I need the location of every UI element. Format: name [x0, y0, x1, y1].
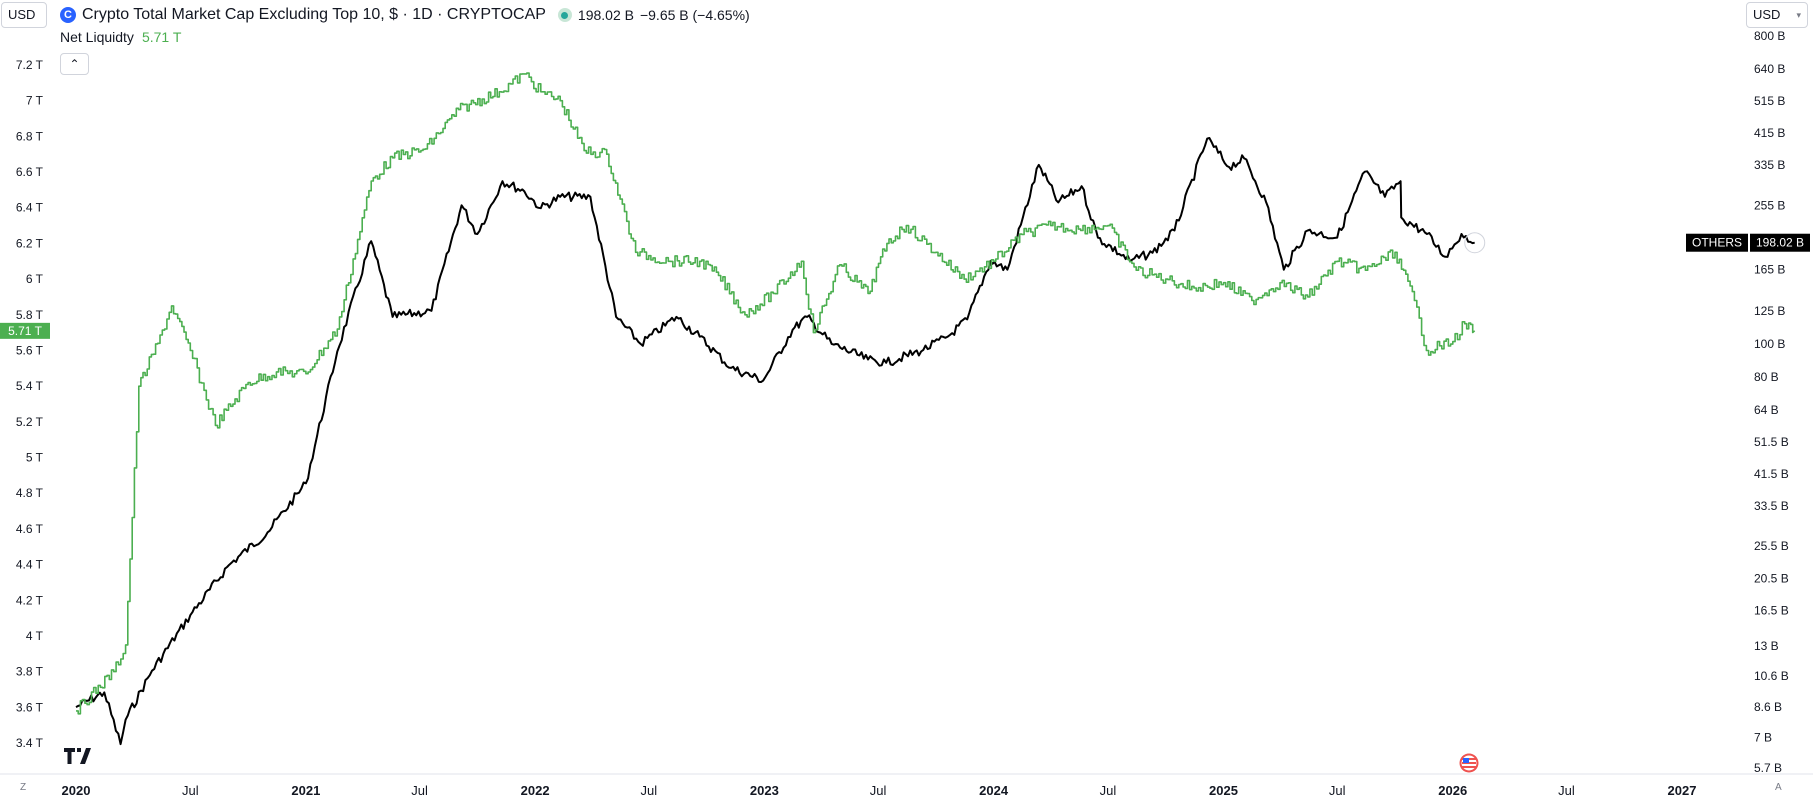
left-axis-tick-label: 6.6 T	[16, 165, 44, 179]
chevron-up-icon: ⌃	[69, 57, 80, 71]
right-axis-tick-label: 335 B	[1754, 158, 1785, 172]
market-status-icon	[557, 8, 572, 22]
chevron-down-icon: ▾	[1796, 10, 1801, 20]
indicator-legend[interactable]: Net Liquidty 5.71 T	[60, 29, 181, 45]
left-axis-tick-label: 7 T	[26, 94, 44, 108]
time-axis-tick-label: Jul	[182, 783, 199, 798]
right-axis-tick-label: 16.5 B	[1754, 604, 1789, 618]
currency-selector-left[interactable]: USD	[1, 2, 47, 28]
last-value: 198.02 B	[577, 7, 634, 23]
others-symbol-badge-text: OTHERS	[1692, 236, 1742, 250]
left-axis-tick-label: 6.4 T	[16, 201, 44, 215]
right-axis-tick-label: 10.6 B	[1754, 669, 1789, 683]
us-flag-event-icon[interactable]	[1459, 753, 1479, 773]
time-axis-tick-label: 2023	[750, 783, 779, 798]
left-axis-tick-label: 5.6 T	[16, 343, 44, 357]
right-axis-tick-label: 13 B	[1754, 639, 1779, 653]
right-axis-tick-label: 515 B	[1754, 94, 1785, 108]
z-toggle[interactable]: Z	[20, 782, 27, 793]
time-axis-tick-label: 2026	[1438, 783, 1467, 798]
time-axis-tick-label: 2020	[62, 783, 91, 798]
net-liquidity-line	[76, 72, 1476, 715]
right-axis-tick-label: 33.5 B	[1754, 499, 1789, 513]
right-axis-tick-label: 415 B	[1754, 126, 1785, 140]
right-axis-tick-label: 640 B	[1754, 62, 1785, 76]
left-axis-tick-label: 6.8 T	[16, 129, 44, 143]
left-axis-tick-label: 5.2 T	[16, 415, 44, 429]
right-axis-tick-label: 80 B	[1754, 370, 1779, 384]
right-axis-tick-label: 41.5 B	[1754, 467, 1789, 481]
left-axis-value-badge	[0, 322, 50, 339]
collapse-legend-button[interactable]: ⌃	[60, 53, 89, 75]
right-axis-tick-label: 51.5 B	[1754, 435, 1789, 449]
left-price-axis[interactable]: 7.2 T 7 T 6.8 T 6.6 T 6.4 T 6.2 T 6 T 5.8 T 5.6 …	[16, 58, 44, 750]
right-axis-value-badge	[1750, 233, 1810, 252]
right-axis-tick-label: 165 B	[1754, 263, 1785, 277]
series-layer	[75, 72, 1486, 746]
right-axis-tick-label: 25.5 B	[1754, 539, 1789, 553]
time-axis-tick-label: 2025	[1209, 783, 1238, 798]
time-axis-tick-label: Jul	[1558, 783, 1575, 798]
right-axis-tick-label: 7 B	[1754, 731, 1772, 745]
time-axis-tick-label: Jul	[411, 783, 428, 798]
left-axis-tick-label: 3.6 T	[16, 700, 44, 714]
time-axis-tick-label: 2021	[291, 783, 320, 798]
currency-right-label: USD	[1753, 7, 1781, 22]
time-axis-tick-label: 2027	[1668, 783, 1697, 798]
time-axis-tick-label: 2022	[521, 783, 550, 798]
others-price-line	[75, 137, 1475, 746]
symbol-legend[interactable]: C Crypto Total Market Cap Excluding Top …	[60, 4, 750, 26]
indicator-name: Net Liquidty	[60, 29, 134, 45]
left-axis-tick-label: 4 T	[26, 629, 44, 643]
left-axis-value-badge-text: 5.71 T	[8, 324, 42, 338]
left-axis-tick-label: 5 T	[26, 451, 44, 465]
right-axis-tick-label: 125 B	[1754, 304, 1785, 318]
currency-left-label: USD	[8, 7, 36, 22]
right-axis-tick-label: 64 B	[1754, 403, 1779, 417]
right-axis-tick-label: 8.6 B	[1754, 700, 1782, 714]
left-axis-tick-label: 4.8 T	[16, 486, 44, 500]
right-axis-tick-label: 255 B	[1754, 198, 1785, 212]
right-axis-tick-label: 20.5 B	[1754, 571, 1789, 585]
left-axis-tick-label: 6 T	[26, 272, 44, 286]
others-symbol-badge	[1686, 233, 1748, 252]
right-price-axis[interactable]: 800 B 640 B 515 B 415 B 335 B 255 B 165 B 125 B…	[1754, 29, 1789, 775]
symbol-title: Crypto Total Market Cap Excluding Top 10…	[82, 6, 546, 23]
right-axis-tick-label: 5.7 B	[1754, 761, 1782, 775]
left-axis-tick-label: 4.2 T	[16, 593, 44, 607]
price-change: −9.65 B (−4.65%)	[639, 7, 750, 23]
left-axis-tick-label: 3.8 T	[16, 665, 44, 679]
time-axis-tick-label: 2024	[979, 783, 1009, 798]
left-axis-tick-label: 4.4 T	[16, 558, 44, 572]
left-axis-tick-label: 7.2 T	[16, 58, 44, 72]
right-axis-tick-label: 100 B	[1754, 337, 1785, 351]
last-price-marker	[1464, 232, 1486, 254]
right-axis-value-badge-text: 198.02 B	[1756, 236, 1804, 250]
time-axis-tick-label: Jul	[640, 783, 657, 798]
left-axis-tick-label: 5.4 T	[16, 379, 44, 393]
currency-selector-right[interactable]: USD ▾	[1746, 2, 1808, 28]
cryptocap-logo-icon: C	[60, 7, 76, 23]
left-axis-tick-label: 3.4 T	[16, 736, 44, 750]
auto-scale-toggle[interactable]: A	[1775, 782, 1782, 793]
time-axis-tick-label: Jul	[870, 783, 887, 798]
axis-badges: 5.71 T OTHERS 198.02 B	[0, 233, 1810, 339]
indicator-value: 5.71 T	[141, 29, 182, 45]
time-axis-tick-label: Jul	[1329, 783, 1346, 798]
left-axis-tick-label: 4.6 T	[16, 522, 44, 536]
right-axis-tick-label: 800 B	[1754, 29, 1785, 43]
left-axis-tick-label: 6.2 T	[16, 236, 44, 250]
time-axis-tick-label: Jul	[1100, 783, 1117, 798]
left-axis-tick-label: 5.8 T	[16, 308, 44, 322]
tradingview-logo-icon[interactable]	[64, 746, 96, 764]
time-axis[interactable]: 2020 Jul 2021 Jul 2022 Jul 2023 Jul 2024 Jul 2025 J…	[0, 773, 1813, 798]
